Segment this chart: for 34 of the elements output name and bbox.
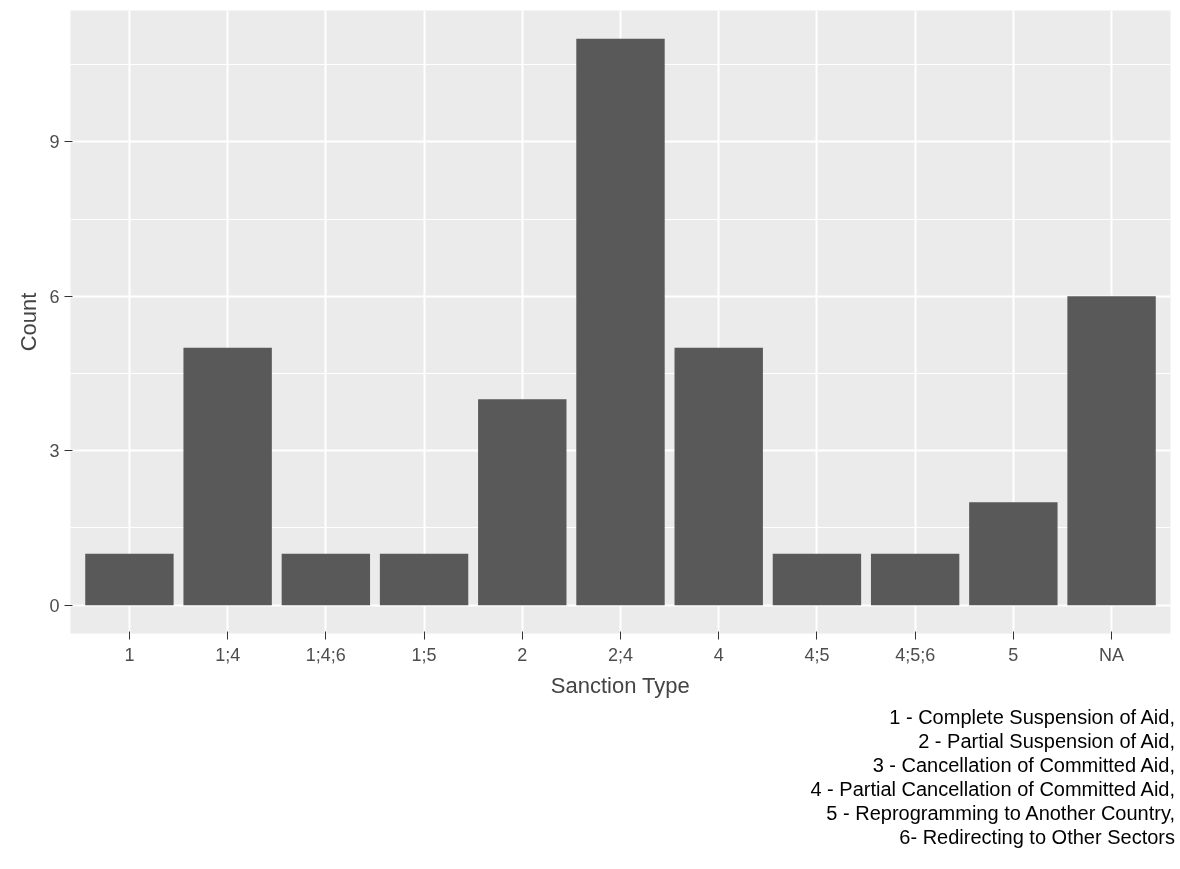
- x-axis-title: Sanction Type: [550, 672, 690, 698]
- x-tick-label: 2;4: [607, 644, 634, 665]
- bar: [85, 553, 174, 606]
- y-tick-label: 9: [49, 132, 60, 153]
- x-tick-label: 1: [124, 644, 135, 665]
- text: 1 - Complete Suspension of Aid,: [889, 706, 1175, 728]
- bar: [870, 553, 960, 606]
- bar: [674, 347, 763, 606]
- y-axis-title: Count: [16, 292, 42, 352]
- x-tick-label: 1;4;6: [305, 644, 346, 665]
- bar: [772, 553, 862, 606]
- y-tick-label: 3: [49, 441, 60, 462]
- text: 6- Redirecting to Other Sectors: [899, 826, 1175, 848]
- x-tick-label: 5: [1008, 644, 1019, 665]
- bar: [183, 347, 272, 606]
- bar: [576, 38, 665, 606]
- x-tick-label: 4;5: [804, 644, 830, 665]
- x-tick-label: 1;4: [215, 644, 241, 665]
- text: 3 - Cancellation of Committed Aid,: [872, 754, 1175, 776]
- bar: [379, 553, 469, 606]
- bar: [1067, 296, 1156, 606]
- x-tick-label: NA: [1099, 644, 1125, 665]
- x-tick-label: 4: [713, 644, 724, 665]
- text: 2 - Partial Suspension of Aid,: [918, 730, 1175, 752]
- bar: [969, 502, 1058, 606]
- text: 4 - Partial Cancellation of Committed Aid,: [810, 778, 1175, 800]
- text: 5 - Reprogramming to Another Country,: [826, 802, 1175, 824]
- x-tick-label: 2: [517, 644, 528, 665]
- x-tick-label: 4;5;6: [895, 644, 936, 665]
- y-tick-label: 0: [49, 595, 60, 616]
- bar: [281, 553, 371, 606]
- x-tick-label: 1;5: [411, 644, 437, 665]
- y-tick-label: 6: [49, 286, 60, 307]
- bar: [478, 399, 567, 606]
